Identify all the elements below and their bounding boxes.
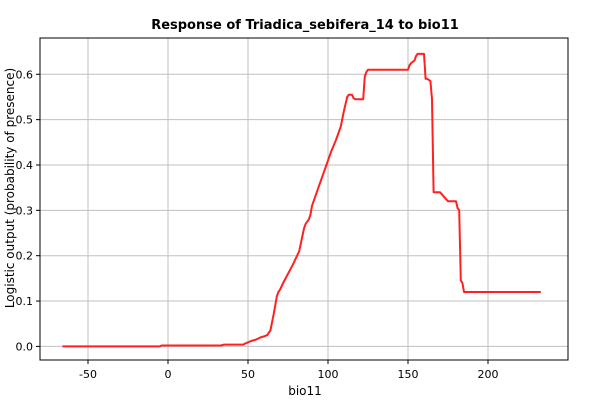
y-axis-label: Logistic output (probability of presence… [3,68,17,308]
axes [39,37,569,361]
x-tick-label: 50 [241,368,255,381]
y-tick-label: 0.4 [16,159,34,172]
chart-title: Response of Triadica_sebifera_14 to bio1… [151,18,459,33]
y-tick-label: 0.2 [16,250,34,263]
y-tick-label: 0.5 [16,114,34,127]
x-tick-label: 100 [318,368,339,381]
x-tick-label: 150 [398,368,419,381]
x-tick-label: 0 [165,368,172,381]
y-tick-label: 0.6 [16,68,34,81]
grid-lines [40,38,568,360]
y-axis-ticks: 0.0 0.1 0.2 0.3 0.4 0.5 0.6 [16,68,40,353]
x-tick-label: -50 [79,368,97,381]
response-curve-line [62,52,541,348]
plot-border [39,37,569,361]
x-axis-ticks: -50 0 50 100 150 200 [79,360,499,381]
x-axis-label: bio11 [288,384,322,398]
plot-area [40,38,568,360]
y-tick-label: 0.0 [16,340,34,353]
x-tick-label: 200 [478,368,499,381]
y-tick-label: 0.3 [16,204,34,217]
series-group [62,52,541,348]
y-tick-label: 0.1 [16,295,34,308]
